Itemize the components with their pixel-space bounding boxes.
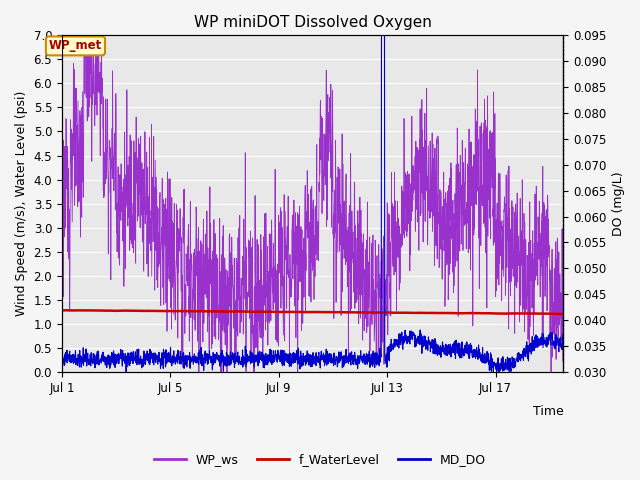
Text: WP_met: WP_met — [49, 39, 102, 52]
Y-axis label: Wind Speed (m/s), Water Level (psi): Wind Speed (m/s), Water Level (psi) — [15, 91, 28, 316]
Title: WP miniDOT Dissolved Oxygen: WP miniDOT Dissolved Oxygen — [194, 15, 431, 30]
Text: Time: Time — [532, 406, 563, 419]
Y-axis label: DO (mg/L): DO (mg/L) — [612, 171, 625, 236]
Legend: WP_ws, f_WaterLevel, MD_DO: WP_ws, f_WaterLevel, MD_DO — [149, 448, 491, 471]
